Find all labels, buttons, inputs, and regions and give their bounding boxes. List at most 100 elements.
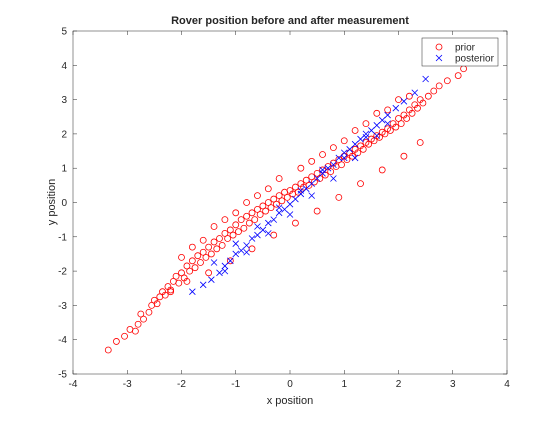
prior-point [348,152,356,160]
prior-point [424,92,432,100]
prior-point [305,181,313,189]
prior-point [351,127,359,134]
legend-box [421,37,499,67]
y-tick-label: 3 [61,95,67,106]
prior-point [240,224,248,232]
legend-marker-posterior [435,54,443,62]
prior-point [210,223,218,230]
posterior-point [346,146,353,153]
prior-point [194,252,202,260]
prior-point [275,175,283,182]
prior-point [137,310,145,318]
prior-point [226,226,234,234]
posterior-point [357,135,364,143]
prior-point [408,109,416,117]
prior-point [308,173,316,181]
posterior-point [308,180,315,187]
prior-point [311,178,318,186]
x-tick-label: -4 [69,379,78,390]
prior-point [167,286,175,294]
prior-point [273,200,280,208]
prior-point [392,123,400,131]
prior-point [131,327,139,335]
prior-point [335,156,343,164]
prior-point [140,315,147,323]
prior-point [210,238,218,246]
prior-point [183,262,191,270]
prior-point [224,235,232,242]
prior-point [395,96,402,103]
prior-point [178,253,185,261]
posterior-point [232,240,240,247]
posterior-point [373,122,381,129]
posterior-point [351,140,359,148]
prior-point [454,72,462,79]
x-tick-label: -3 [123,379,132,390]
posterior-point [340,149,348,157]
prior-point [264,185,272,193]
prior-point [435,82,443,90]
posterior-point [275,209,283,217]
prior-point [235,228,242,236]
posterior-point [189,288,196,295]
posterior-point [330,175,337,182]
prior-point [229,231,237,239]
legend-marker-prior [435,43,443,51]
posterior-point [384,120,391,127]
prior-point [294,188,302,196]
x-tick-label: 1 [341,379,347,390]
posterior-point [232,250,240,258]
prior-point [178,269,185,277]
prior-point [338,161,345,169]
y-tick-label: 0 [61,198,67,209]
prior-point [419,99,427,107]
posterior-point [297,187,305,194]
prior-point [256,211,264,218]
prior-point [221,229,229,237]
prior-point [186,267,194,275]
prior-point [416,139,424,146]
prior-point [313,169,321,177]
prior-point [134,320,142,328]
prior-point [202,253,210,261]
data-points [104,65,468,354]
posterior-point [221,267,229,275]
posterior-point [335,154,343,162]
posterior-point [259,226,267,234]
prior-point [405,92,413,100]
posterior-point [313,175,321,182]
prior-point [403,115,411,122]
posterior-point [297,190,305,198]
posterior-point [208,276,215,283]
posterior-point [362,130,370,138]
legend-label-prior: prior [455,43,476,54]
prior-point [243,199,251,206]
prior-point [335,193,343,201]
prior-point [197,259,204,266]
prior-point [283,193,291,201]
x-tick-label: 4 [504,379,510,390]
prior-point [292,183,299,191]
prior-point [270,231,278,239]
posterior-point [254,231,261,239]
y-tick-label: -5 [58,370,67,381]
posterior-point [362,134,370,141]
y-tick-label: 2 [61,129,67,140]
posterior-point [210,259,218,266]
prior-point [226,257,234,265]
prior-point [248,209,256,217]
posterior-point [286,211,294,218]
prior-point [327,168,335,176]
prior-point [243,212,251,220]
prior-point [329,144,337,152]
posterior-point [330,161,337,169]
prior-point [357,180,364,188]
posterior-point [384,111,391,119]
prior-point [400,152,408,160]
prior-point [153,300,161,308]
prior-point [172,272,180,280]
prior-point [145,308,153,316]
prior-point [259,202,267,210]
